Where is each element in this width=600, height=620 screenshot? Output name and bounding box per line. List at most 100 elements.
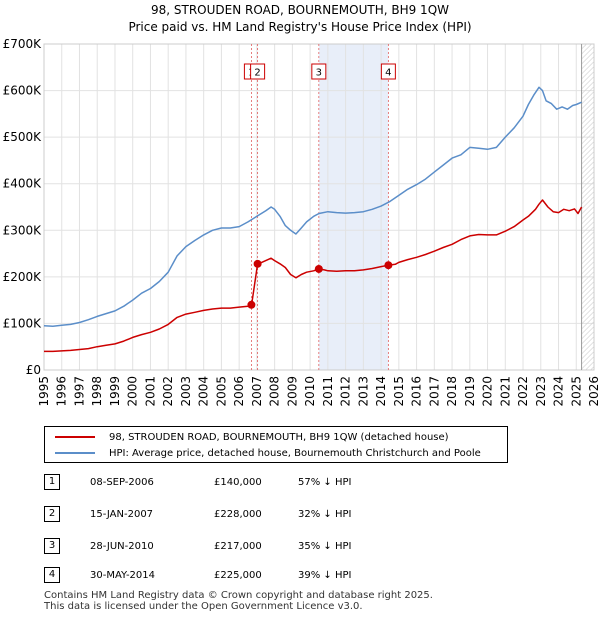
chart-subtitle: Price paid vs. HM Land Registry's House … xyxy=(128,20,472,34)
sale-hpi-diff: 57% ↓ HPI xyxy=(298,477,352,488)
sale-label-4: 4 xyxy=(380,63,396,80)
footer-licence: This data is licensed under the Open Gov… xyxy=(44,601,363,612)
sale-label-box xyxy=(311,63,327,80)
x-tick-label: 1999 xyxy=(108,376,122,407)
x-tick-label: 2000 xyxy=(126,376,140,407)
series-lines xyxy=(43,86,583,353)
x-tick-label: 2012 xyxy=(339,376,353,407)
sale-number-badge: 4 xyxy=(44,567,60,583)
sale-point-2 xyxy=(253,259,262,268)
sale-label-3: 3 xyxy=(311,63,327,80)
hatch-line xyxy=(581,311,594,325)
hatch-line xyxy=(581,171,594,185)
sale-row: 3 28-JUN-2010 £217,000 35% ↓ HPI xyxy=(44,538,404,554)
x-tick-label: 2013 xyxy=(356,376,370,407)
x-tick-label: 2009 xyxy=(285,376,299,407)
sale-hpi-diff: 35% ↓ HPI xyxy=(298,541,352,552)
y-tick-label: £100K xyxy=(3,316,43,330)
hatch-line xyxy=(581,231,594,245)
y-tick-label: £300K xyxy=(3,223,43,237)
x-tick-label: 1995 xyxy=(37,376,51,407)
y-tick-label: £200K xyxy=(3,270,43,284)
x-tick-label: 2025 xyxy=(569,376,583,407)
hatch-line xyxy=(581,86,594,100)
hatch-line xyxy=(581,44,582,45)
hatch-line xyxy=(581,276,594,290)
x-tick-label: 2003 xyxy=(179,376,193,407)
sale-label-2: 2 xyxy=(250,63,266,80)
sale-point-3 xyxy=(314,264,323,273)
hatch-line xyxy=(581,91,594,105)
x-tick-label: 2018 xyxy=(445,376,459,407)
sale-date: 08-SEP-2006 xyxy=(90,477,154,488)
hatch-line xyxy=(581,176,594,190)
x-tick-label: 2020 xyxy=(481,376,495,407)
footer-copyright: Contains HM Land Registry data © Crown c… xyxy=(44,590,433,601)
sale-date: 15-JAN-2007 xyxy=(90,509,154,520)
y-tick-label: £700K xyxy=(3,37,43,51)
x-tick-label: 2022 xyxy=(516,376,530,407)
hatch-line xyxy=(590,366,594,370)
sale-hpi-diff: 32% ↓ HPI xyxy=(298,509,352,520)
sale-label-text: 4 xyxy=(385,68,391,79)
x-tick-label: 1996 xyxy=(55,376,69,407)
footer: Contains HM Land Registry data © Crown c… xyxy=(44,590,433,612)
sale-points xyxy=(247,259,393,309)
sale-date: 30-MAY-2014 xyxy=(90,570,156,581)
sale-label-box xyxy=(250,63,266,80)
property-price-line xyxy=(44,199,583,353)
sale-row: 2 15-JAN-2007 £228,000 32% ↓ HPI xyxy=(44,506,404,522)
hatch-line xyxy=(581,226,594,240)
sale-number-badge: 3 xyxy=(44,538,60,554)
y-tick-label: £400K xyxy=(3,177,43,191)
sale-price: £140,000 xyxy=(214,477,262,488)
x-tick-label: 2026 xyxy=(587,376,600,407)
hpi-line xyxy=(43,86,582,327)
y-tick-label: £600K xyxy=(3,84,43,98)
y-tick-label: £0 xyxy=(26,363,41,377)
sale-point-4 xyxy=(384,261,393,270)
x-tick-label: 1997 xyxy=(72,376,86,407)
hatch-line xyxy=(581,156,594,170)
legend-item-property: 98, STROUDEN ROAD, BOURNEMOUTH, BH9 1QW … xyxy=(55,430,449,444)
sale-row: 1 08-SEP-2006 £140,000 57% ↓ HPI xyxy=(44,474,404,490)
hatch-line xyxy=(581,316,594,330)
hatch-line xyxy=(581,346,594,360)
y-tick-label: £500K xyxy=(3,130,43,144)
hatch-line xyxy=(581,236,594,250)
x-axis-ticks: 1995 1996 1997 1998 1999 2000 2001 2002 2003 2004… xyxy=(37,376,600,407)
sale-price: £217,000 xyxy=(214,541,262,552)
hatch-line xyxy=(581,211,594,225)
sale-row: 4 30-MAY-2014 £225,000 39% ↓ HPI xyxy=(44,567,404,583)
x-tick-label: 2023 xyxy=(534,376,548,407)
x-tick-label: 2001 xyxy=(143,376,157,407)
x-tick-label: 2011 xyxy=(321,376,335,407)
x-tick-label: 2004 xyxy=(197,376,211,407)
legend: 98, STROUDEN ROAD, BOURNEMOUTH, BH9 1QW … xyxy=(44,426,508,463)
x-tick-label: 2019 xyxy=(463,376,477,407)
x-tick-label: 2005 xyxy=(214,376,228,407)
hatch-line xyxy=(581,136,594,150)
hatch-line xyxy=(581,196,594,210)
sale-price: £225,000 xyxy=(214,570,262,581)
sale-point-1 xyxy=(247,300,256,309)
x-tick-label: 1998 xyxy=(90,376,104,407)
future-hatch xyxy=(581,44,594,370)
hatch-line xyxy=(581,321,594,335)
x-tick-label: 2006 xyxy=(232,376,246,407)
chart: £0 £100K £200K £300K £400K £500K £600K £700K 19… xyxy=(3,37,600,407)
hatch-line xyxy=(581,146,594,160)
legend-swatch-property xyxy=(55,436,95,438)
hatch-line xyxy=(581,306,594,320)
hatch-line xyxy=(581,201,594,215)
hatch-line xyxy=(581,281,594,295)
hatch-line xyxy=(581,141,594,155)
x-tick-label: 2017 xyxy=(427,376,441,407)
hatch-line xyxy=(581,191,594,205)
x-tick-label: 2010 xyxy=(303,376,317,407)
x-tick-label: 2024 xyxy=(552,376,566,407)
x-tick-label: 2007 xyxy=(250,376,264,407)
x-tick-label: 2015 xyxy=(392,376,406,407)
hatch-line xyxy=(581,161,594,175)
hatch-line xyxy=(581,131,594,145)
